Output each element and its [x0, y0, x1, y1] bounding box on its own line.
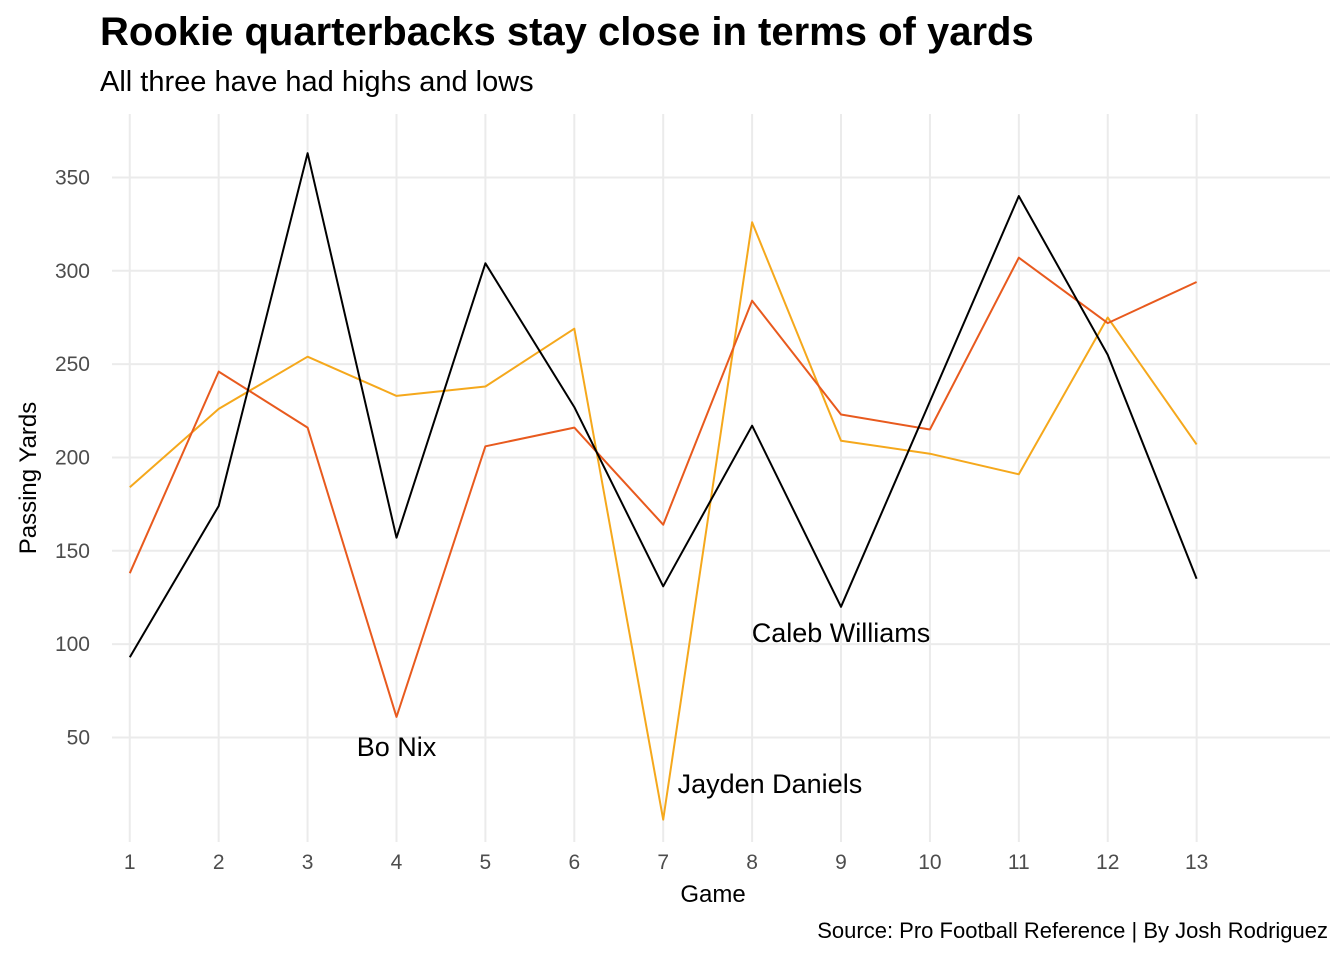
chart-title: Rookie quarterbacks stay close in terms …	[100, 10, 1034, 54]
x-tick-label: 13	[1185, 851, 1208, 874]
y-tick-label: 200	[55, 446, 90, 469]
x-tick-label: 8	[746, 851, 758, 874]
x-tick-label: 9	[835, 851, 847, 874]
x-axis-title: Game	[680, 881, 745, 908]
x-tick-label: 6	[568, 851, 580, 874]
y-tick-label: 150	[55, 540, 90, 563]
y-tick-label: 250	[55, 353, 90, 376]
series-line-jayden-daniels	[129, 221, 1198, 821]
y-axis-ticks: 50 100 150 200 250 300 350	[55, 166, 90, 749]
y-axis-title: Passing Yards	[15, 402, 42, 555]
series-lines	[128, 152, 1198, 821]
chart-subtitle: All three have had highs and lows	[100, 66, 534, 98]
chart-caption: Source: Pro Football Reference | By Josh…	[817, 918, 1328, 943]
x-tick-label: 2	[213, 851, 225, 874]
x-tick-label: 5	[480, 851, 492, 874]
series-line-caleb-williams	[128, 152, 1198, 658]
x-tick-label: 1	[124, 851, 136, 874]
y-tick-label: 100	[55, 633, 90, 656]
series-line-bo-nix	[128, 256, 1198, 718]
x-tick-label: 10	[918, 851, 941, 874]
x-tick-label: 7	[657, 851, 669, 874]
series-label: Bo Nix	[357, 732, 437, 762]
x-tick-label: 11	[1008, 851, 1030, 874]
x-axis-ticks: 1 2 3 4 5 6 7 8 9 10 11 12 13	[124, 851, 1208, 874]
series-label: Jayden Daniels	[678, 769, 863, 799]
x-tick-label: 3	[302, 851, 314, 874]
x-tick-label: 4	[391, 851, 403, 874]
y-tick-label: 350	[55, 166, 90, 189]
y-tick-label: 50	[67, 726, 90, 749]
annotations: Bo Nix Jayden Daniels Caleb Williams	[357, 618, 931, 799]
y-tick-label: 300	[55, 260, 90, 283]
series-label: Caleb Williams	[752, 618, 931, 648]
x-tick-label: 12	[1096, 851, 1119, 874]
grid	[112, 114, 1330, 842]
